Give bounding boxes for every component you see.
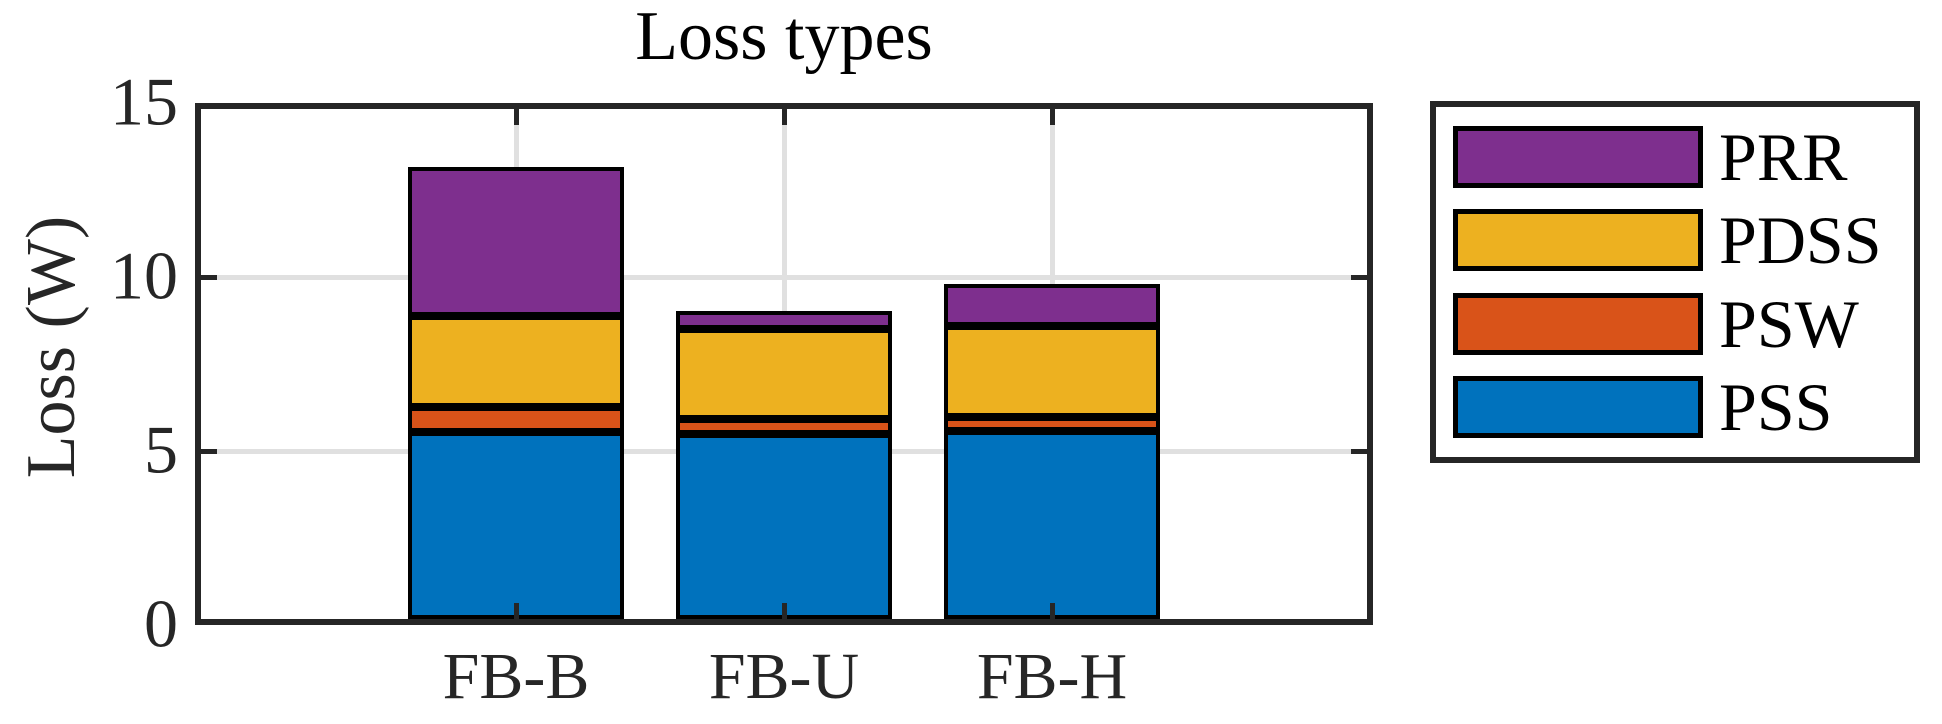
legend-swatch-PRR: [1453, 125, 1703, 188]
bar-segment-PSW: [944, 417, 1160, 431]
plot-area: [195, 103, 1373, 625]
bar-FB-B: [408, 167, 624, 619]
bar-segment-PDSS: [944, 326, 1160, 417]
xtick-label-FB-B: FB-B: [442, 640, 590, 713]
ytick-label: 0: [144, 585, 178, 662]
legend-label-PDSS: PDSS: [1719, 202, 1882, 279]
x-tick-mark: [514, 603, 519, 619]
y-tick-mark: [201, 275, 217, 280]
x-tick-mark: [1050, 109, 1055, 125]
legend-row-PSS: PSS: [1453, 373, 1914, 441]
bar-segment-PRR: [408, 167, 624, 316]
y-tick-mark: [1351, 275, 1367, 280]
bar-segment-PSS: [944, 431, 1160, 619]
ytick-label: 10: [110, 237, 178, 314]
bar-FB-U: [676, 311, 892, 619]
bar-segment-PSW: [408, 407, 624, 432]
bar-FB-H: [944, 284, 1160, 619]
xtick-label-FB-H: FB-H: [976, 640, 1128, 713]
y-tick-mark: [1351, 449, 1367, 454]
x-tick-mark: [782, 603, 787, 619]
bar-segment-PDSS: [408, 316, 624, 407]
legend-row-PDSS: PDSS: [1453, 206, 1914, 274]
x-tick-mark: [782, 109, 787, 125]
legend-label-PRR: PRR: [1719, 118, 1848, 195]
bar-segment-PRR: [944, 284, 1160, 326]
legend-row-PSW: PSW: [1453, 290, 1914, 358]
legend-swatch-PSW: [1453, 292, 1703, 355]
ytick-label: 15: [110, 63, 178, 140]
legend: PRR PDSS PSW PSS: [1430, 101, 1920, 463]
legend-swatch-PSS: [1453, 376, 1703, 439]
xtick-label-FB-U: FB-U: [708, 640, 860, 713]
legend-label-PSS: PSS: [1719, 369, 1833, 446]
chart-title: Loss types: [635, 0, 933, 75]
x-tick-mark: [1050, 603, 1055, 619]
legend-label-PSW: PSW: [1719, 285, 1859, 362]
y-tick-mark: [201, 449, 217, 454]
bar-segment-PRR: [676, 311, 892, 329]
legend-swatch-PDSS: [1453, 209, 1703, 272]
bar-segment-PSW: [676, 419, 892, 434]
ytick-label: 5: [144, 411, 178, 488]
bar-segment-PDSS: [676, 329, 892, 419]
legend-row-PRR: PRR: [1453, 123, 1914, 191]
x-tick-mark: [514, 109, 519, 125]
bar-segment-PSS: [408, 432, 624, 619]
bar-segment-PSS: [676, 434, 892, 619]
